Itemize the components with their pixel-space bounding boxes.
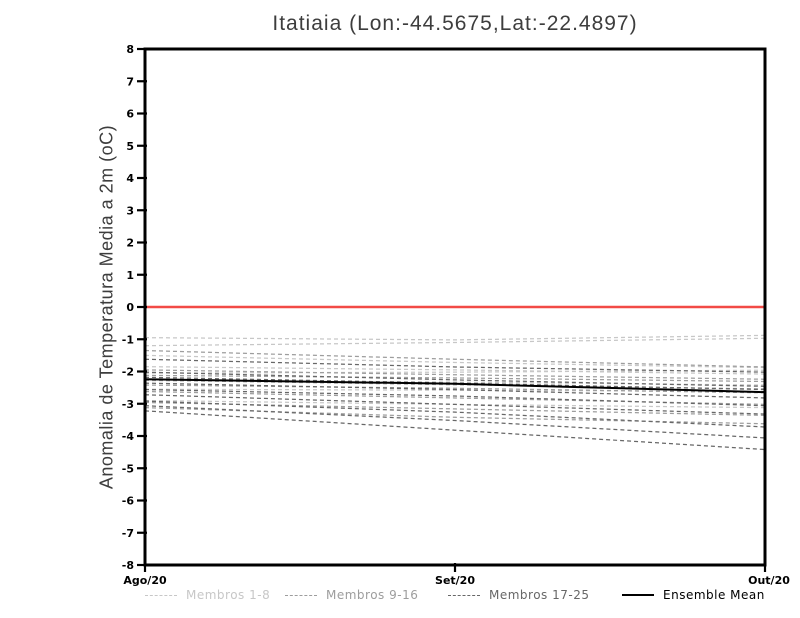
dashed-line-sample-icon [448,594,480,596]
legend-item: Membros 17-25 [448,586,590,604]
member-line [144,369,766,380]
y-tick-label: 4 [126,172,134,185]
member-line [144,390,766,406]
member-line [144,410,766,451]
member-line [144,358,766,373]
legend: Membros 1-8 Membros 9-16 Membros 17-25 Ense… [0,586,800,608]
member-line [144,379,766,386]
member-line [144,374,766,383]
y-tick-label: -6 [122,495,135,508]
member-line [144,334,766,341]
dashed-line-sample-icon [285,594,317,596]
member-line [144,382,766,399]
y-tick-label: 8 [126,43,134,56]
y-tick-label: -7 [122,527,134,540]
member-line [144,401,766,416]
member-line [144,366,766,375]
member-line [144,371,766,387]
legend-label: Membros 17-25 [489,588,590,602]
member-line [144,369,766,374]
member-line [144,400,766,428]
y-tick-label: 3 [126,204,134,217]
dashed-line-sample-icon [145,594,177,596]
member-line [144,394,766,415]
y-tick-label: -4 [122,430,135,443]
member-line [144,388,766,393]
y-tick-label: 7 [126,75,134,88]
legend-item: Membros 9-16 [285,586,418,604]
legend-label: Membros 1-8 [186,588,271,602]
y-tick-label: -3 [122,398,134,411]
y-tick-label: 0 [126,301,134,314]
y-tick-label: -5 [122,462,134,475]
member-line [144,388,766,407]
member-line [144,354,766,369]
member-line [144,349,766,368]
y-tick-label: 5 [126,140,134,153]
y-tick-label: 1 [126,269,134,282]
x-tick-label: Set/20 [435,574,475,587]
legend-label: Membros 9-16 [326,588,419,602]
member-line [144,406,766,425]
solid-line-sample-icon [622,594,654,596]
y-tick-label: 2 [126,237,134,250]
y-tick-label: -8 [122,559,134,572]
member-line [144,405,766,439]
legend-item: Membros 1-8 [145,586,270,604]
legend-item: Ensemble Mean [622,586,765,604]
legend-label: Ensemble Mean [663,588,765,602]
ensemble-mean-line [144,378,766,394]
member-line [144,337,766,347]
member-line [144,384,766,394]
x-tick-label: Ago/20 [123,574,167,587]
y-tick-label: 6 [126,108,134,121]
x-tick-label: Out/20 [748,574,790,587]
y-tick-label: -1 [122,333,134,346]
y-tick-label: -2 [122,366,134,379]
chart-title: Itatiaia (Lon:-44.5675,Lat:-22.4897) [272,12,638,35]
